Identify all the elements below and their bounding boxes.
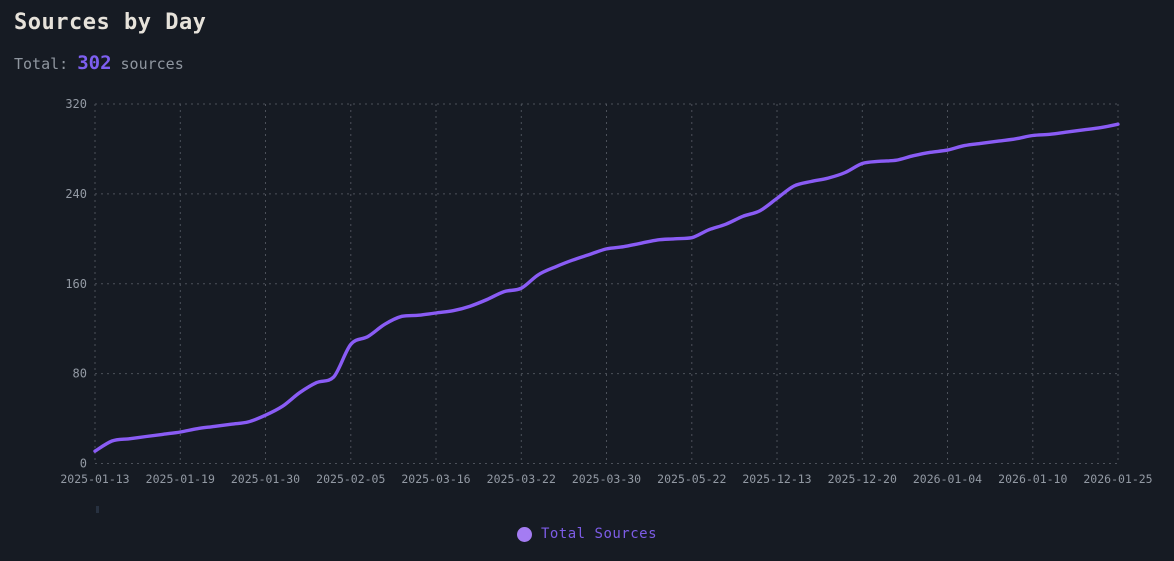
y-tick-label: 80 xyxy=(73,367,87,381)
legend-item-total-sources[interactable]: Total Sources xyxy=(0,526,1174,542)
x-tick-label: 2026-01-25 xyxy=(1083,472,1152,486)
y-tick-label: 320 xyxy=(65,97,87,111)
x-tick-label: 2025-12-13 xyxy=(742,472,811,486)
y-tick-label: 160 xyxy=(65,277,87,291)
total-sources-summary: Total: 302 sources xyxy=(14,52,184,74)
legend-dot-icon xyxy=(516,526,532,542)
x-tick-label: 2025-01-13 xyxy=(60,472,129,486)
total-value: 302 xyxy=(77,52,112,74)
x-tick-label: 2025-03-16 xyxy=(401,472,470,486)
x-tick-label: 2025-01-19 xyxy=(146,472,215,486)
series-line-total-sources[interactable] xyxy=(93,122,1120,453)
x-tick-label: 2025-03-30 xyxy=(572,472,641,486)
x-axis-tick xyxy=(96,506,99,513)
x-tick-label: 2026-01-04 xyxy=(913,472,982,486)
legend-label: Total Sources xyxy=(540,526,658,542)
x-tick-label: 2025-02-05 xyxy=(316,472,385,486)
x-tick-label: 2025-03-22 xyxy=(487,472,556,486)
total-suffix: sources xyxy=(120,55,184,73)
page-title: Sources by Day xyxy=(14,10,207,35)
y-tick-label: 0 xyxy=(80,457,87,471)
x-tick-label: 2026-01-10 xyxy=(998,472,1067,486)
total-label: Total: xyxy=(14,55,69,73)
y-tick-label: 240 xyxy=(65,187,87,201)
x-tick-label: 2025-05-22 xyxy=(657,472,726,486)
x-tick-label: 2025-12-20 xyxy=(828,472,897,486)
x-tick-label: 2025-01-30 xyxy=(231,472,300,486)
